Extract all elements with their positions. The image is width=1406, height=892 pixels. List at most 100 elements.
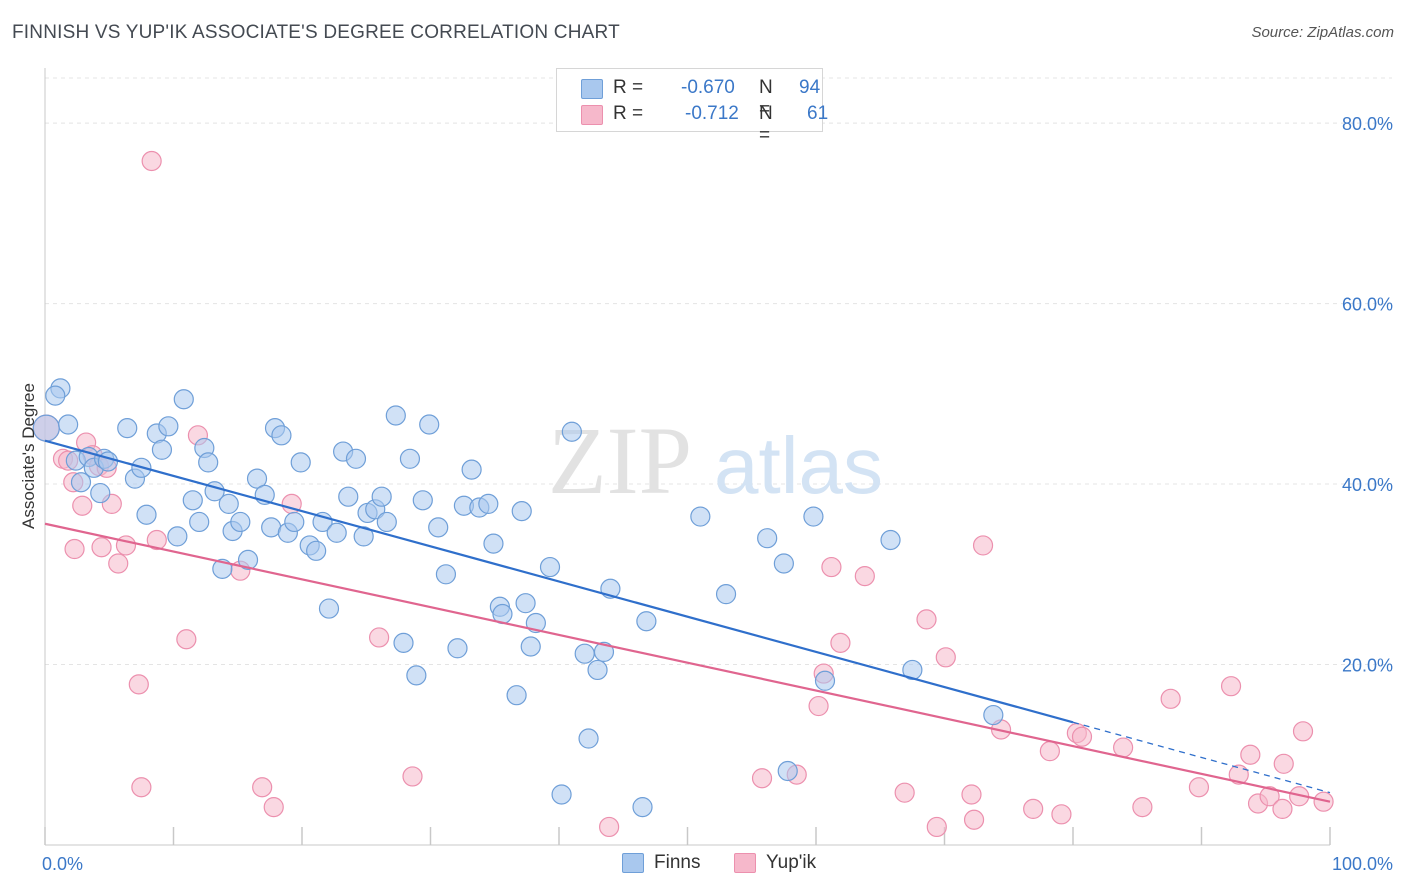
finns-point bbox=[520, 636, 541, 657]
yupik-point bbox=[108, 553, 129, 574]
finns-point bbox=[412, 490, 433, 511]
yupik-trend-line bbox=[44, 522, 1331, 803]
tick-labels: 20.0% 40.0% 60.0% 80.0% 0.0% 100.0% bbox=[42, 114, 1393, 874]
finns-point bbox=[406, 665, 427, 686]
finns-point bbox=[167, 526, 188, 547]
yupik-point bbox=[252, 777, 273, 798]
yupik-point bbox=[1039, 741, 1060, 762]
yupik-point bbox=[1023, 798, 1044, 820]
finns-point bbox=[483, 533, 504, 554]
yupik-point bbox=[146, 529, 167, 551]
yupik-point bbox=[935, 647, 956, 668]
stats-legend: R = -0.670 N = 94 R = -0.712 N = 61 bbox=[556, 68, 828, 146]
finns-r-label: R = bbox=[613, 77, 644, 98]
finns-point bbox=[803, 506, 824, 527]
yupik-n-label: N = bbox=[759, 103, 773, 146]
finns-swatch bbox=[581, 79, 603, 99]
finns-point bbox=[70, 472, 92, 493]
trend-lines bbox=[44, 439, 1331, 803]
finns-point bbox=[636, 611, 657, 632]
yupik-point bbox=[1292, 721, 1314, 742]
yupik-point bbox=[821, 556, 842, 578]
watermark-atlas: atlas bbox=[714, 421, 883, 510]
yupik-point bbox=[1160, 688, 1181, 709]
finns-point bbox=[393, 632, 414, 653]
yupik-point bbox=[176, 629, 197, 650]
bottom-yupik-swatch bbox=[734, 853, 756, 873]
yupik-point bbox=[1259, 786, 1280, 807]
finns-point bbox=[515, 593, 536, 614]
yupik-point bbox=[1313, 791, 1334, 812]
yupik-point bbox=[131, 777, 152, 798]
finns-point bbox=[173, 389, 194, 410]
finns-point bbox=[45, 385, 66, 406]
yupik-point bbox=[972, 535, 994, 556]
yupik-point bbox=[1272, 798, 1293, 820]
finns-point bbox=[715, 584, 737, 605]
yupik-r-value: -0.712 bbox=[685, 103, 739, 124]
yupik-point bbox=[369, 627, 390, 648]
finns-point bbox=[593, 641, 615, 662]
axes bbox=[44, 68, 1331, 846]
finns-point bbox=[318, 598, 340, 619]
y-tick-label: 80.0% bbox=[1342, 114, 1393, 134]
finns-point bbox=[230, 511, 251, 533]
yupik-point bbox=[963, 809, 985, 830]
yupik-point bbox=[961, 784, 982, 805]
finns-point bbox=[461, 459, 482, 480]
finns-point bbox=[58, 414, 79, 435]
finns-point bbox=[447, 638, 468, 659]
yupik-point bbox=[128, 674, 149, 695]
chart-title: FINNISH VS YUP'IK ASSOCIATE'S DEGREE COR… bbox=[12, 22, 620, 43]
yupik-point bbox=[263, 797, 284, 818]
yupik-r-label: R = bbox=[613, 103, 644, 124]
y-axis-label: Associate's Degree bbox=[19, 383, 38, 529]
finns-n-label: N = bbox=[759, 77, 773, 120]
finns-point bbox=[189, 511, 210, 533]
finns-point bbox=[246, 468, 268, 489]
finns-point bbox=[757, 528, 778, 549]
finns-r-value: -0.670 bbox=[681, 77, 735, 98]
yupik-point bbox=[894, 782, 915, 803]
finns-point bbox=[151, 439, 173, 460]
finns-point bbox=[428, 517, 449, 538]
finns-point bbox=[539, 556, 561, 578]
finns-point bbox=[271, 425, 292, 446]
y-tick-label: 20.0% bbox=[1342, 656, 1393, 676]
finns-point bbox=[773, 553, 794, 574]
finns-point bbox=[237, 549, 259, 570]
finns-point bbox=[306, 540, 327, 561]
yupik-point bbox=[72, 495, 93, 516]
finns-point bbox=[587, 659, 608, 681]
finns-point bbox=[578, 728, 599, 749]
finns-point bbox=[326, 522, 347, 543]
finns-point bbox=[284, 511, 305, 533]
yupik-point bbox=[926, 816, 947, 838]
finns-point bbox=[880, 529, 901, 551]
finns-point bbox=[478, 493, 499, 515]
yupik-point bbox=[1228, 764, 1249, 785]
finns-point bbox=[506, 685, 527, 706]
watermark: ZIP atlas bbox=[548, 407, 883, 514]
y-tick-label: 40.0% bbox=[1342, 475, 1393, 495]
finns-point bbox=[561, 421, 582, 442]
yupik-point bbox=[599, 816, 620, 838]
yupik-point bbox=[1220, 676, 1242, 697]
yupik-point bbox=[64, 538, 85, 560]
finns-point bbox=[511, 501, 532, 522]
finns-point bbox=[632, 797, 653, 818]
bottom-yupik-label: Yup'ik bbox=[766, 852, 817, 873]
finns-point bbox=[690, 506, 711, 527]
yupik-point bbox=[808, 695, 829, 717]
yupik-point bbox=[141, 150, 162, 172]
finns-trend-line-extension bbox=[1072, 721, 1331, 794]
yupik-point bbox=[1132, 797, 1153, 818]
yupik-point bbox=[402, 766, 423, 787]
finns-point bbox=[814, 670, 836, 691]
finns-point bbox=[97, 451, 119, 472]
finns-point bbox=[371, 486, 392, 507]
finns-point bbox=[399, 448, 421, 469]
yupik-point bbox=[1113, 737, 1134, 758]
finns-point bbox=[902, 659, 923, 681]
